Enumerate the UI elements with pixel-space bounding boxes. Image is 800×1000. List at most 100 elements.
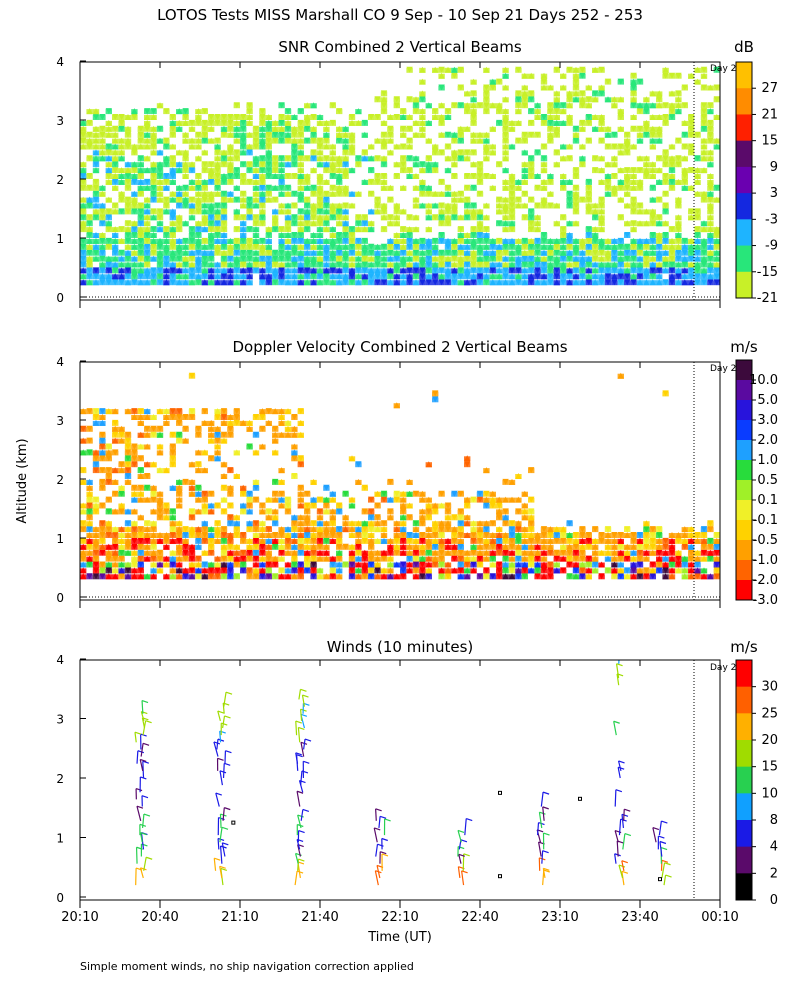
snr-cell [534, 203, 541, 209]
snr-cell [457, 274, 464, 280]
snr-cell [585, 85, 592, 91]
snr-cell [432, 203, 439, 209]
snr-cell [227, 262, 234, 268]
snr-cell [131, 144, 138, 150]
snr-cell [150, 138, 157, 144]
doppler-cell [131, 485, 138, 491]
snr-cell [233, 262, 240, 268]
snr-cell [515, 280, 522, 286]
snr-cell [150, 209, 157, 215]
snr-cell [131, 250, 138, 256]
snr-cell [636, 203, 644, 209]
snr-cell [336, 209, 343, 215]
snr-cell [80, 203, 87, 209]
snr-cell [534, 268, 541, 274]
snr-cell [566, 191, 573, 197]
snr-cell [457, 132, 464, 138]
snr-cell [112, 156, 119, 162]
snr-cell [124, 138, 132, 144]
snr-cell [476, 221, 484, 227]
snr-cell [668, 179, 676, 185]
doppler-cell [99, 568, 106, 574]
snr-cell [598, 262, 605, 268]
doppler-cell [80, 568, 87, 574]
snr-cell [336, 203, 343, 209]
snr-cell [310, 280, 317, 286]
snr-cell [508, 120, 516, 126]
snr-cell [425, 168, 432, 174]
snr-cell [304, 126, 311, 132]
snr-cell [297, 215, 304, 221]
snr-cell [169, 268, 176, 274]
snr-cell [374, 209, 381, 215]
snr-cell [124, 244, 132, 250]
snr-cell [291, 132, 298, 138]
y-tick-label: 2 [56, 173, 64, 187]
snr-cell [124, 174, 132, 179]
doppler-cell [80, 426, 87, 432]
snr-cell [643, 280, 650, 286]
snr-cell [720, 273, 726, 279]
snr-cell [233, 185, 240, 191]
doppler-cell [124, 462, 132, 468]
snr-cell [630, 274, 637, 280]
snr-cell [368, 179, 375, 185]
snr-cell [547, 262, 554, 268]
snr-cell [675, 233, 682, 238]
snr-cell [112, 227, 119, 233]
snr-cell [438, 132, 445, 138]
snr-cell [220, 238, 228, 244]
snr-cell [438, 238, 445, 244]
snr-cell [201, 238, 208, 244]
snr-cell [342, 233, 349, 238]
snr-cell [188, 268, 196, 274]
snr-cell [368, 227, 375, 233]
snr-cell [598, 244, 605, 250]
snr-cell [323, 274, 330, 280]
doppler-cell [112, 544, 119, 550]
snr-cell [528, 120, 535, 126]
doppler-cell [131, 509, 138, 515]
snr-cell [278, 233, 285, 238]
snr-cell [438, 233, 445, 238]
doppler-cell [150, 527, 157, 533]
snr-cell [233, 156, 240, 162]
snr-cell [694, 156, 701, 162]
snr-cell [169, 221, 176, 227]
snr-cell [540, 262, 548, 268]
snr-cell [675, 138, 682, 144]
doppler-cell [92, 556, 100, 562]
snr-cell [112, 185, 119, 191]
snr-cell [681, 256, 688, 262]
snr-cell [348, 144, 356, 150]
snr-cell [156, 209, 164, 215]
snr-cell [374, 115, 381, 120]
snr-cell [156, 103, 164, 109]
snr-cell [284, 262, 292, 268]
snr-cell [425, 274, 432, 280]
doppler-cell [131, 415, 138, 420]
snr-cell [284, 274, 292, 280]
snr-cell [112, 144, 119, 150]
snr-cell [278, 268, 285, 274]
snr-cell [329, 280, 336, 286]
snr-cell [259, 215, 266, 221]
doppler-cell [118, 550, 125, 556]
snr-cell [99, 156, 106, 162]
snr-cell [444, 244, 452, 250]
snr-cell [611, 262, 618, 268]
snr-cell [547, 85, 554, 91]
snr-cell [694, 168, 701, 174]
snr-cell [336, 174, 343, 179]
snr-cell [208, 162, 215, 168]
snr-cell [412, 227, 420, 233]
snr-cell [585, 191, 592, 197]
snr-cell [291, 191, 298, 197]
snr-cell [112, 126, 119, 132]
snr-cell [572, 256, 580, 262]
snr-cell [604, 132, 612, 138]
snr-cell [566, 203, 573, 209]
snr-cell [182, 174, 189, 179]
snr-cell [92, 179, 100, 185]
snr-cell [92, 238, 100, 244]
